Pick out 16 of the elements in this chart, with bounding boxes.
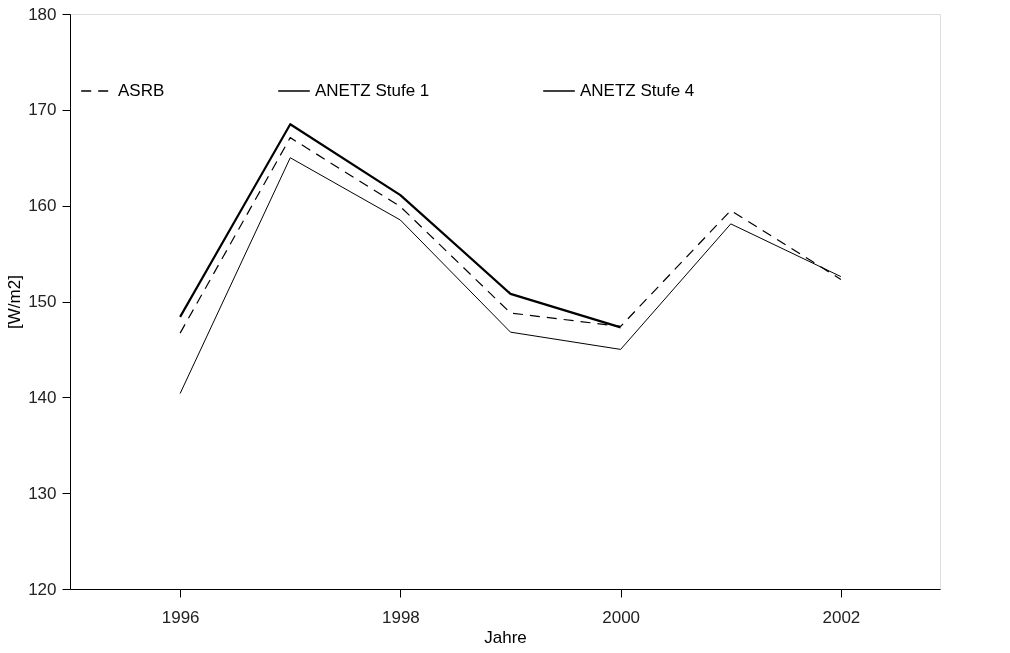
x-axis-title: Jahre [484, 627, 527, 647]
y-tick-label: 160 [28, 196, 57, 216]
x-tick-label: 2000 [602, 607, 641, 627]
y-axis-title: [W/m2] [5, 275, 25, 329]
legend-label: ANETZ Stufe 4 [580, 81, 695, 100]
legend-label: ANETZ Stufe 1 [315, 81, 430, 100]
y-tick-label: 150 [28, 292, 57, 311]
y-tick-label: 180 [28, 4, 57, 24]
y-tick-label: 120 [28, 579, 57, 599]
y-tick-label: 140 [28, 387, 57, 407]
legend-label: ASRB [118, 81, 165, 100]
y-tick-label: 170 [28, 100, 57, 120]
y-tick-label: 130 [28, 483, 57, 503]
x-tick-label: 2002 [822, 607, 861, 627]
x-tick-label: 1996 [161, 607, 200, 627]
x-tick-label: 1998 [381, 607, 420, 627]
